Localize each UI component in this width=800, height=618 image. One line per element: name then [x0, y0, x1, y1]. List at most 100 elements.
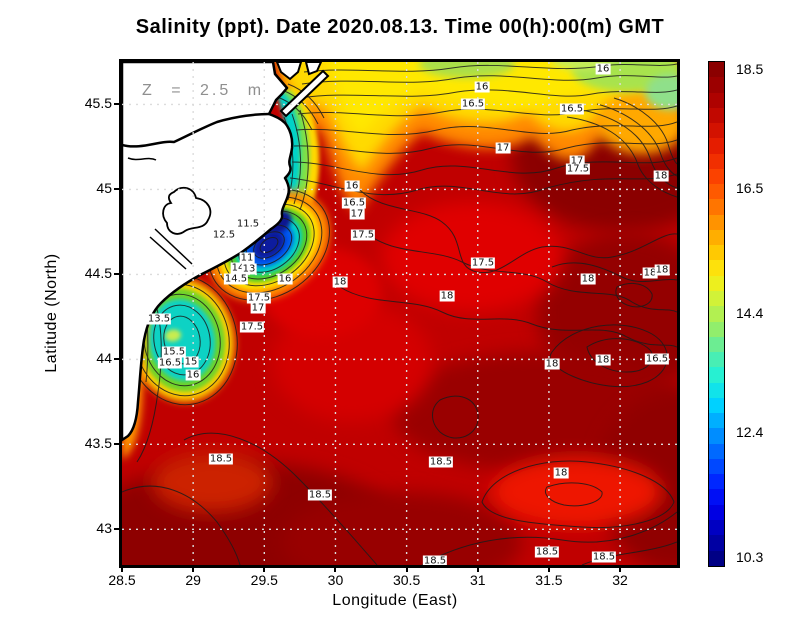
y-tick-label: 44.5: [84, 265, 112, 282]
contour-label: 18.5: [428, 456, 454, 468]
colorbar-step: [709, 184, 724, 200]
y-tick-label: 44: [96, 350, 112, 367]
colorbar-step: [709, 275, 724, 291]
contour-label: 18: [654, 264, 670, 276]
x-axis-title: Longitude (East): [332, 592, 458, 609]
depth-annotation: Z = 2.5 m: [142, 82, 265, 99]
spit-channel-1: [154, 228, 193, 265]
contour-label: 18.5: [534, 546, 560, 558]
x-tick-label: 31: [469, 572, 486, 588]
x-tick-label: 29.5: [250, 572, 278, 588]
x-tick: [334, 565, 337, 572]
colorbar-step: [709, 474, 724, 490]
contour-label: 18.5: [422, 555, 448, 565]
x-tick-label: 30.5: [392, 572, 421, 588]
inner-coast-line: [122, 112, 271, 148]
colorbar-step: [709, 336, 724, 353]
spit-channel-2: [149, 236, 187, 270]
colorbar-step: [709, 138, 724, 154]
colorbar-tick-label: 14.4: [736, 305, 764, 321]
colorbar-step: [709, 229, 724, 246]
contour-label: 18: [553, 467, 569, 479]
contour-label: 18.5: [591, 551, 617, 563]
x-tick: [192, 565, 195, 572]
y-tick: [114, 358, 121, 361]
contour-label: 18: [544, 358, 560, 370]
colorbar-step: [709, 153, 724, 169]
contour-label: 17: [250, 302, 266, 314]
contour-label: 16: [185, 369, 201, 381]
contour-label: 17: [569, 155, 585, 167]
y-tick: [114, 103, 121, 106]
contour-label: 16: [277, 273, 293, 285]
colorbar-step: [709, 428, 724, 444]
x-tick: [619, 565, 622, 572]
contour-label: 11: [239, 252, 255, 264]
contour-label: 15: [183, 356, 199, 368]
y-tick: [114, 443, 121, 446]
colorbar-step: [709, 214, 724, 230]
contour-label: 12.5: [211, 229, 237, 241]
colorbar-step: [709, 290, 724, 307]
colorbar-step: [709, 519, 724, 536]
colorbar-step: [709, 443, 724, 459]
contour-label: 16: [474, 81, 490, 93]
colorbar-step: [709, 504, 724, 520]
colorbar-tick-label: 18.5: [736, 60, 764, 77]
x-tick: [121, 565, 123, 572]
contour-label: 18.5: [307, 489, 333, 501]
contour-label: 16.5: [559, 103, 585, 115]
x-tick-label: 31.5: [535, 572, 563, 588]
x-tick: [547, 565, 550, 572]
x-tick: [263, 565, 266, 572]
contour-label: 16.5: [157, 357, 183, 369]
contour-label: 11.5: [235, 218, 261, 230]
x-tick: [405, 565, 408, 572]
colorbar-step: [709, 260, 724, 276]
x-tick-label: 32: [612, 572, 628, 588]
contour-label: 18: [653, 170, 669, 182]
coastline: [122, 62, 330, 442]
colorbar-step: [709, 77, 724, 93]
colorbar-step: [709, 413, 724, 429]
chart-title: Salinity (ppt). Date 2020.08.13. Time 00…: [135, 16, 665, 38]
colorbar-step: [709, 535, 724, 551]
contour-label: 13: [241, 263, 257, 275]
y-tick-label: 45: [96, 180, 112, 197]
colorbar-step: [709, 367, 724, 383]
colorbar-tick-label: 16.5: [736, 179, 764, 196]
contour-label: 14.5: [223, 273, 249, 285]
colorbar-step: [709, 245, 724, 261]
contour-label: 18: [580, 273, 596, 285]
contour-label: 14: [230, 262, 246, 274]
contour-label: 18.5: [208, 453, 234, 465]
colorbar-step: [709, 92, 724, 108]
colorbar-step: [709, 489, 724, 505]
colorbar-step: [709, 168, 724, 185]
salinity-field-map: [122, 62, 677, 565]
contour-label: 18: [595, 354, 611, 366]
x-tick-label: 28.5: [108, 572, 136, 588]
colorbar-tick-label: 10.3: [736, 549, 764, 566]
colorbar: [708, 61, 725, 567]
contour-label: 17.5: [350, 229, 376, 241]
y-tick-label: 43: [96, 520, 112, 537]
colorbar-step: [709, 107, 724, 124]
colorbar-step: [709, 123, 724, 139]
contour-label: 16.5: [341, 197, 367, 209]
colorbar-step: [709, 321, 724, 337]
contour-label: 16.5: [460, 98, 486, 110]
contour-label: 17.5: [470, 257, 496, 269]
north-neck-land: [275, 62, 303, 81]
contour-label: 16: [595, 63, 611, 75]
y-tick: [114, 188, 121, 191]
colorbar-step: [709, 62, 724, 78]
contour-label: 17: [349, 208, 365, 220]
contour-label: 17.5: [246, 292, 272, 304]
x-tick-label: 30: [327, 572, 344, 588]
colorbar-step: [709, 397, 724, 414]
colorbar-step: [709, 306, 724, 322]
contour-label: 17.5: [565, 163, 591, 175]
colorbar-step: [709, 550, 724, 566]
y-tick-label: 43.5: [84, 435, 112, 452]
